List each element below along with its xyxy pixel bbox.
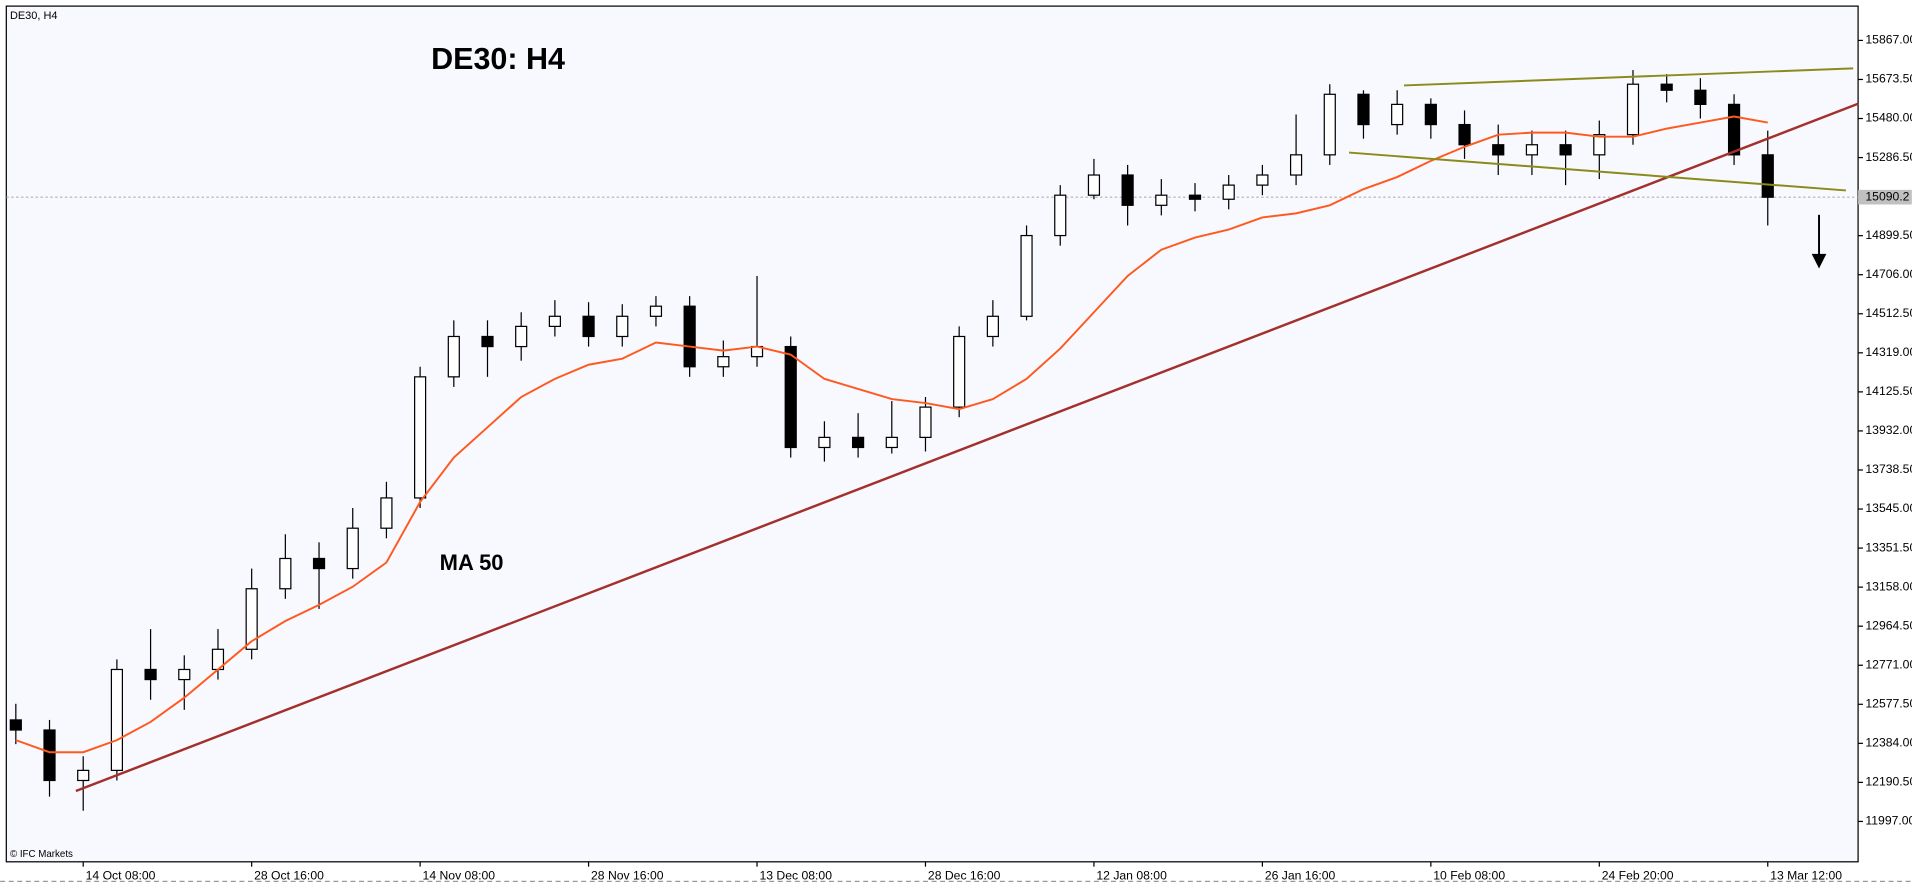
symbol-label: DE30, H4 (10, 10, 58, 22)
candle-body (1626, 83, 1640, 136)
x-tick-label: 26 Jan 16:00 (1265, 869, 1336, 883)
candle-body (9, 719, 22, 731)
y-tick-label: 12190.50 (1865, 775, 1912, 789)
y-tick-label: 13738.50 (1865, 462, 1912, 476)
candle-body (1525, 144, 1539, 156)
x-tick-label: 13 Dec 08:00 (759, 869, 832, 883)
y-tick-label: 15480.00 (1865, 111, 1912, 125)
candle-body (1121, 174, 1134, 206)
candle-body (885, 436, 898, 449)
candle-body (1020, 234, 1033, 317)
y-tick-label: 13351.50 (1865, 540, 1912, 554)
candle-body (144, 668, 157, 681)
candle-body (1424, 103, 1437, 126)
y-tick-label: 14899.50 (1865, 228, 1912, 242)
candle-body (1054, 194, 1067, 237)
candle-body (986, 315, 999, 338)
candle-body (346, 527, 359, 570)
candle-body (481, 335, 494, 348)
candle-body (43, 729, 56, 782)
candle-body (1660, 83, 1673, 91)
candle-body (1289, 154, 1303, 176)
candle-body (548, 315, 561, 327)
y-tick-label: 12577.50 (1865, 697, 1912, 711)
y-tick-label: 14706.00 (1865, 267, 1912, 281)
y-tick-label: 13932.00 (1865, 423, 1912, 437)
channel-upper-line (1403, 67, 1854, 87)
candle-body (1761, 154, 1774, 198)
x-tick-label: 28 Dec 16:00 (928, 869, 1001, 883)
moving-average-line (15, 115, 1768, 754)
y-tick-label: 12964.50 (1865, 618, 1912, 632)
candle-body (1087, 174, 1101, 196)
chart-layer: 11997.00 12190.50 12384.00 12577.50 12771.00… (6, 33, 1912, 883)
candle-body (1593, 134, 1606, 156)
y-tick-label: 14512.50 (1865, 306, 1912, 320)
candle-body (649, 305, 663, 317)
chart-title: DE30: H4 (431, 42, 565, 76)
current-price-label: 15090.2 (1865, 189, 1909, 203)
candle-body (178, 668, 191, 681)
candle-body (245, 588, 258, 650)
y-tick-label: 12771.00 (1865, 657, 1912, 671)
x-tick-label: 28 Nov 16:00 (591, 869, 664, 883)
y-tick-label: 12384.00 (1865, 736, 1912, 750)
current-price-box (1858, 189, 1912, 205)
candle-body (1155, 194, 1168, 206)
candle-body (1357, 93, 1370, 126)
candle-body (582, 315, 595, 338)
candle-body (1492, 144, 1505, 156)
candle-body (414, 376, 427, 499)
down-arrow-head (1811, 253, 1827, 269)
candle-body (1188, 194, 1202, 200)
y-tick-label: 13158.00 (1865, 579, 1912, 593)
x-tick-label: 28 Oct 16:00 (254, 869, 324, 883)
x-tick-label: 10 Feb 08:00 (1433, 869, 1505, 883)
y-tick-label: 13545.00 (1865, 501, 1912, 515)
candle-body (919, 406, 932, 438)
y-tick-label: 14125.50 (1865, 384, 1912, 398)
candle-body (683, 305, 696, 368)
candle-body (447, 335, 460, 378)
candle-body (717, 356, 730, 368)
x-tick-label: 14 Nov 08:00 (423, 869, 496, 883)
candle-body (818, 436, 831, 449)
x-tick-label: 12 Jan 08:00 (1096, 869, 1167, 883)
source-label: © IFC Markets (10, 849, 73, 860)
x-tick-label: 24 Feb 20:00 (1602, 869, 1674, 883)
support-trend-line (75, 102, 1859, 793)
x-tick-label: 14 Oct 08:00 (86, 869, 156, 883)
candle-body (1559, 144, 1572, 156)
candle-body (1222, 184, 1235, 200)
channel-lower-line (1348, 151, 1846, 192)
candle-body (1391, 103, 1404, 126)
plot-area (5, 5, 1859, 863)
candle-body (110, 668, 124, 771)
candle-body (1458, 123, 1471, 146)
candle-body (279, 557, 292, 590)
candle-body (616, 315, 629, 338)
candle-body (1727, 103, 1741, 156)
candle-body (1323, 93, 1336, 156)
candle-body (380, 497, 393, 529)
candle-body (851, 436, 865, 449)
candle-body (1694, 89, 1707, 105)
candle-body (312, 557, 326, 570)
candle-body (1256, 174, 1269, 186)
y-tick-label: 15867.00 (1865, 33, 1912, 47)
y-tick-label: 14319.00 (1865, 345, 1912, 359)
x-tick-label: 13 Mar 12:00 (1770, 869, 1842, 883)
y-tick-label: 11997.00 (1865, 814, 1912, 828)
candle-body (515, 325, 528, 348)
ma-label: MA 50 (440, 550, 504, 575)
y-tick-label: 15286.50 (1865, 150, 1912, 164)
candle-body (953, 335, 966, 408)
y-tick-label: 15673.50 (1865, 72, 1912, 86)
candle-body (77, 769, 90, 782)
candle-body (784, 345, 797, 449)
